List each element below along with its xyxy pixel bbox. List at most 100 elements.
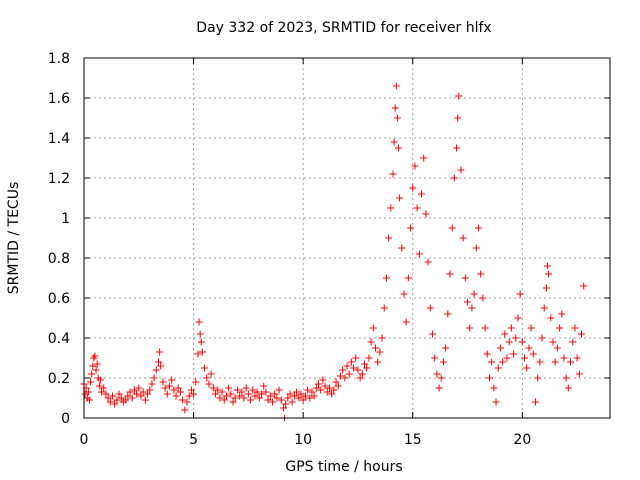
data-point bbox=[93, 360, 101, 368]
data-point bbox=[95, 382, 103, 390]
data-point bbox=[161, 384, 169, 392]
x-tick-label: 10 bbox=[294, 432, 312, 448]
data-point bbox=[273, 394, 281, 402]
data-point bbox=[512, 334, 520, 342]
data-point bbox=[385, 234, 393, 242]
data-point bbox=[244, 390, 252, 398]
data-point bbox=[435, 384, 443, 392]
data-point bbox=[472, 244, 480, 252]
data-point bbox=[325, 384, 333, 392]
data-point bbox=[139, 388, 147, 396]
data-point bbox=[415, 250, 423, 258]
data-point bbox=[275, 386, 283, 394]
data-point bbox=[503, 354, 511, 362]
data-point bbox=[542, 284, 550, 292]
data-point bbox=[334, 382, 342, 390]
data-point bbox=[168, 376, 176, 384]
data-point bbox=[391, 104, 399, 112]
data-point bbox=[382, 274, 390, 282]
data-point bbox=[564, 384, 572, 392]
data-point bbox=[290, 392, 298, 400]
data-point bbox=[293, 388, 301, 396]
data-point bbox=[562, 374, 570, 382]
data-point bbox=[330, 386, 338, 394]
data-point bbox=[255, 394, 263, 402]
data-point bbox=[499, 358, 507, 366]
data-point bbox=[170, 386, 178, 394]
data-point bbox=[560, 354, 568, 362]
data-point bbox=[558, 310, 566, 318]
data-point bbox=[336, 372, 344, 380]
data-point bbox=[400, 290, 408, 298]
data-point bbox=[201, 364, 209, 372]
data-point bbox=[319, 376, 327, 384]
data-point bbox=[578, 330, 586, 338]
data-point bbox=[249, 386, 257, 394]
data-point bbox=[547, 314, 555, 322]
data-point bbox=[569, 338, 577, 346]
data-point bbox=[496, 344, 504, 352]
data-point bbox=[518, 338, 526, 346]
data-point bbox=[197, 338, 205, 346]
data-point bbox=[428, 330, 436, 338]
data-point bbox=[87, 378, 95, 386]
data-point bbox=[396, 194, 404, 202]
axis-ticks: 0 0.2 0.4 0.6 0.8 1 1.2 1.4 1.6 1.8 0 5 10 15 20 bbox=[48, 51, 610, 448]
data-point bbox=[455, 92, 463, 100]
data-point bbox=[389, 170, 397, 178]
data-point bbox=[183, 398, 191, 406]
data-point bbox=[527, 324, 535, 332]
data-point bbox=[225, 384, 233, 392]
data-point bbox=[431, 354, 439, 362]
data-point bbox=[251, 392, 259, 400]
data-point bbox=[216, 394, 224, 402]
data-point bbox=[531, 398, 539, 406]
data-point bbox=[549, 338, 557, 346]
data-point bbox=[209, 384, 217, 392]
data-point bbox=[505, 338, 513, 346]
data-point bbox=[516, 290, 524, 298]
data-point bbox=[413, 204, 421, 212]
data-point bbox=[420, 154, 428, 162]
data-point bbox=[258, 390, 266, 398]
data-point bbox=[212, 390, 219, 398]
data-point bbox=[286, 390, 294, 398]
data-point bbox=[179, 396, 187, 404]
data-point bbox=[220, 396, 228, 404]
data-point bbox=[567, 358, 575, 366]
data-point bbox=[479, 294, 487, 302]
data-point bbox=[271, 390, 279, 398]
data-point bbox=[404, 274, 412, 282]
data-point bbox=[231, 394, 239, 402]
data-point bbox=[130, 386, 138, 394]
data-point bbox=[485, 374, 493, 382]
data-point bbox=[126, 388, 134, 396]
data-point bbox=[100, 384, 108, 392]
data-point bbox=[350, 364, 358, 372]
data-point bbox=[501, 330, 509, 338]
x-tick-label: 0 bbox=[80, 432, 89, 448]
data-point bbox=[378, 334, 386, 342]
data-point bbox=[133, 390, 141, 398]
data-point bbox=[446, 270, 454, 278]
data-point bbox=[361, 360, 369, 368]
data-point bbox=[128, 394, 136, 402]
data-point bbox=[390, 138, 398, 146]
data-point bbox=[521, 354, 529, 362]
data-point bbox=[203, 374, 211, 382]
data-point bbox=[297, 390, 305, 398]
data-point bbox=[312, 384, 320, 392]
data-point bbox=[144, 390, 152, 398]
data-point bbox=[534, 374, 542, 382]
data-point bbox=[536, 358, 544, 366]
data-point bbox=[411, 162, 419, 170]
data-point bbox=[98, 388, 106, 396]
data-point bbox=[317, 386, 325, 394]
data-point bbox=[315, 380, 323, 388]
data-point bbox=[393, 114, 401, 122]
data-point bbox=[492, 398, 500, 406]
data-point bbox=[468, 304, 476, 312]
data-point bbox=[323, 388, 331, 396]
data-point bbox=[124, 392, 132, 400]
data-point bbox=[148, 380, 156, 388]
